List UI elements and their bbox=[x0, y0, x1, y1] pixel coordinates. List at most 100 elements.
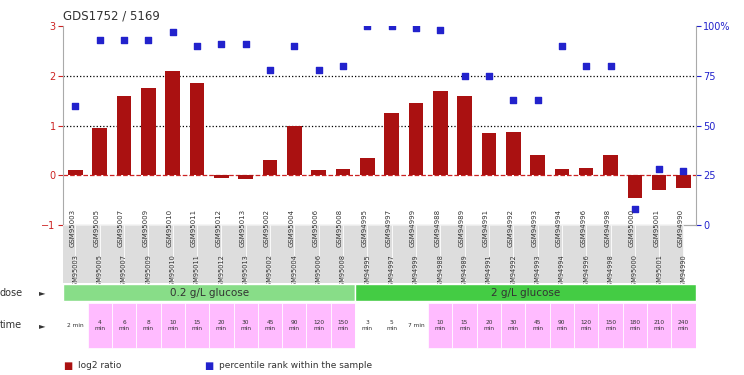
FancyBboxPatch shape bbox=[562, 225, 586, 283]
Text: 10
min: 10 min bbox=[434, 320, 446, 331]
Text: GSM94993: GSM94993 bbox=[534, 254, 541, 290]
Text: GSM95003: GSM95003 bbox=[69, 209, 75, 247]
Bar bbox=[554, 169, 569, 176]
FancyBboxPatch shape bbox=[258, 303, 282, 348]
FancyBboxPatch shape bbox=[222, 225, 246, 283]
FancyBboxPatch shape bbox=[635, 225, 659, 283]
Point bbox=[410, 25, 422, 31]
Text: 45
min: 45 min bbox=[264, 320, 275, 331]
Text: GSM95011: GSM95011 bbox=[194, 254, 200, 290]
Text: 45
min: 45 min bbox=[532, 320, 543, 331]
Text: GSM95013: GSM95013 bbox=[243, 254, 248, 290]
Text: GSM95008: GSM95008 bbox=[337, 209, 343, 247]
Bar bbox=[68, 170, 83, 176]
Text: GSM94994: GSM94994 bbox=[559, 254, 565, 290]
Text: GSM95006: GSM95006 bbox=[315, 254, 321, 290]
Text: GSM94989: GSM94989 bbox=[458, 209, 464, 247]
Text: 150
min: 150 min bbox=[605, 320, 616, 331]
Text: 8
min: 8 min bbox=[143, 320, 154, 331]
FancyBboxPatch shape bbox=[440, 225, 464, 283]
FancyBboxPatch shape bbox=[598, 303, 623, 348]
FancyBboxPatch shape bbox=[282, 303, 307, 348]
FancyBboxPatch shape bbox=[489, 225, 513, 283]
Text: 0.2 g/L glucose: 0.2 g/L glucose bbox=[170, 288, 248, 297]
Point bbox=[191, 43, 203, 49]
FancyBboxPatch shape bbox=[185, 303, 209, 348]
Text: GSM95013: GSM95013 bbox=[240, 209, 246, 247]
Point bbox=[483, 73, 495, 79]
FancyBboxPatch shape bbox=[112, 303, 136, 348]
Bar bbox=[190, 83, 205, 176]
Text: GSM94992: GSM94992 bbox=[510, 254, 516, 290]
FancyBboxPatch shape bbox=[148, 225, 173, 283]
Bar bbox=[506, 132, 521, 176]
FancyBboxPatch shape bbox=[100, 225, 124, 283]
Text: GSM95005: GSM95005 bbox=[97, 254, 103, 290]
Text: 4
min: 4 min bbox=[94, 320, 105, 331]
Text: GSM95001: GSM95001 bbox=[656, 254, 662, 290]
Text: GSM95004: GSM95004 bbox=[292, 254, 298, 290]
FancyBboxPatch shape bbox=[452, 303, 477, 348]
Bar bbox=[408, 103, 423, 176]
FancyBboxPatch shape bbox=[391, 225, 416, 283]
Point bbox=[94, 37, 106, 43]
Point bbox=[118, 37, 130, 43]
Point bbox=[216, 41, 228, 47]
Text: GSM95007: GSM95007 bbox=[118, 209, 124, 247]
Text: GSM94988: GSM94988 bbox=[434, 209, 440, 247]
FancyBboxPatch shape bbox=[537, 225, 562, 283]
Bar bbox=[676, 176, 690, 188]
FancyBboxPatch shape bbox=[270, 225, 295, 283]
Text: GSM95000: GSM95000 bbox=[632, 254, 638, 290]
Point bbox=[362, 23, 373, 29]
Text: 2 min: 2 min bbox=[67, 323, 84, 328]
Point bbox=[337, 63, 349, 69]
FancyBboxPatch shape bbox=[464, 225, 489, 283]
FancyBboxPatch shape bbox=[75, 225, 100, 283]
Text: 15
min: 15 min bbox=[459, 320, 470, 331]
Text: 2 g/L glucose: 2 g/L glucose bbox=[491, 288, 560, 297]
Text: ►: ► bbox=[39, 288, 45, 297]
FancyBboxPatch shape bbox=[671, 303, 696, 348]
FancyBboxPatch shape bbox=[51, 225, 75, 283]
Text: dose: dose bbox=[0, 288, 23, 297]
Bar bbox=[263, 160, 278, 176]
Point bbox=[240, 41, 251, 47]
Text: GSM95002: GSM95002 bbox=[264, 209, 270, 247]
FancyBboxPatch shape bbox=[525, 303, 550, 348]
FancyBboxPatch shape bbox=[209, 303, 234, 348]
FancyBboxPatch shape bbox=[404, 303, 428, 348]
Text: GSM94988: GSM94988 bbox=[437, 254, 443, 290]
Text: GSM94999: GSM94999 bbox=[410, 209, 416, 247]
FancyBboxPatch shape bbox=[379, 303, 404, 348]
Text: GSM95009: GSM95009 bbox=[145, 254, 151, 290]
Point bbox=[167, 29, 179, 35]
Text: 6
min: 6 min bbox=[118, 320, 129, 331]
Bar bbox=[360, 158, 374, 176]
FancyBboxPatch shape bbox=[355, 284, 696, 301]
Bar bbox=[214, 176, 228, 178]
Bar bbox=[238, 176, 253, 179]
FancyBboxPatch shape bbox=[623, 303, 647, 348]
Text: GSM95010: GSM95010 bbox=[167, 209, 173, 247]
Bar bbox=[385, 113, 399, 176]
Text: GSM94995: GSM94995 bbox=[365, 254, 371, 290]
Text: GSM94995: GSM94995 bbox=[362, 209, 368, 247]
Text: 150
min: 150 min bbox=[337, 320, 348, 331]
FancyBboxPatch shape bbox=[659, 225, 684, 283]
Bar bbox=[603, 155, 618, 176]
FancyBboxPatch shape bbox=[136, 303, 161, 348]
Text: 120
min: 120 min bbox=[313, 320, 324, 331]
Text: GSM94991: GSM94991 bbox=[486, 254, 492, 290]
Text: GSM95001: GSM95001 bbox=[653, 209, 659, 247]
FancyBboxPatch shape bbox=[586, 225, 611, 283]
Text: GSM95009: GSM95009 bbox=[142, 209, 148, 247]
Text: 180
min: 180 min bbox=[629, 320, 641, 331]
Point bbox=[580, 63, 592, 69]
Point bbox=[312, 67, 324, 73]
Text: GSM95012: GSM95012 bbox=[215, 209, 222, 247]
Text: GSM94992: GSM94992 bbox=[507, 209, 513, 247]
Text: GSM94997: GSM94997 bbox=[385, 209, 391, 247]
Text: 30
min: 30 min bbox=[240, 320, 251, 331]
Bar bbox=[92, 128, 107, 176]
